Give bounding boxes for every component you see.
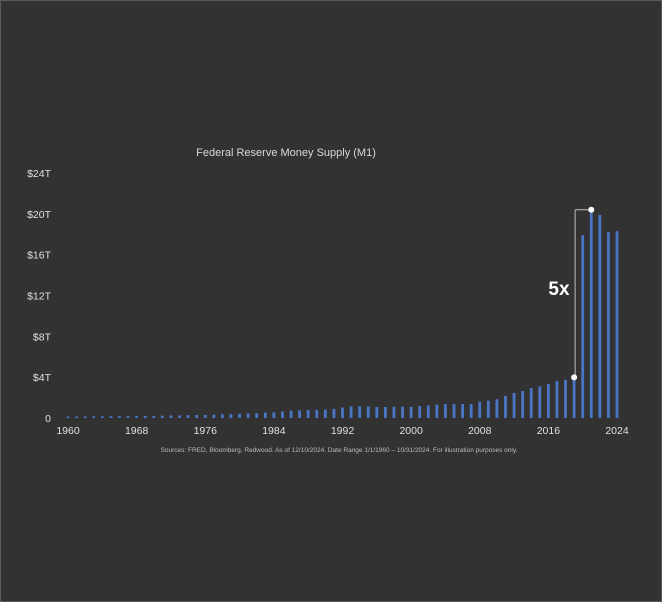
bar <box>100 416 104 418</box>
source-note: Sources: FRED, Bloomberg, Redwood. As of… <box>161 447 518 454</box>
annotation: 5x <box>548 206 595 381</box>
x-tick-label: 2016 <box>537 425 561 437</box>
bar <box>358 406 362 418</box>
bar <box>332 408 336 418</box>
bar <box>444 404 447 418</box>
x-tick-label: 1984 <box>262 425 286 437</box>
bar <box>546 383 550 418</box>
bar <box>75 416 78 418</box>
bar <box>538 386 542 418</box>
y-tick-label: $24T <box>27 168 52 180</box>
bar <box>564 379 567 418</box>
bar <box>615 231 619 418</box>
bar <box>186 415 190 418</box>
bar <box>306 409 310 418</box>
bar <box>341 407 344 418</box>
bar <box>581 235 585 418</box>
bar <box>401 406 404 418</box>
bar <box>255 413 259 418</box>
bar <box>109 416 113 418</box>
bar <box>504 395 507 418</box>
y-tick-label: $4T <box>33 372 52 384</box>
bar <box>392 406 396 418</box>
bar <box>598 214 602 418</box>
y-tick-label: $16T <box>27 250 52 262</box>
bar <box>143 415 147 418</box>
bar <box>83 416 87 418</box>
bar <box>195 415 199 418</box>
chart-title: Federal Reserve Money Supply (M1) <box>196 147 376 159</box>
bar <box>323 409 327 418</box>
bar <box>418 405 422 418</box>
bar <box>118 416 121 418</box>
y-axis: 0 $4T $8T $12T $16T $20T $24T <box>27 168 52 425</box>
bar <box>229 414 233 418</box>
bar <box>349 406 353 418</box>
y-tick-label: $20T <box>27 209 52 221</box>
bar <box>383 406 387 418</box>
bar <box>469 404 473 418</box>
bar <box>246 413 250 418</box>
bar <box>366 406 370 418</box>
annotation-label: 5x <box>548 279 570 300</box>
bar <box>178 415 181 418</box>
bar <box>426 405 430 418</box>
bar <box>478 401 482 418</box>
bar <box>160 415 164 418</box>
bar <box>238 413 241 418</box>
bar <box>298 410 302 418</box>
bar <box>512 392 516 418</box>
bar <box>607 232 610 418</box>
bar <box>529 388 533 418</box>
bars <box>66 209 619 418</box>
bar <box>452 404 456 418</box>
bar <box>375 406 379 418</box>
x-axis: 1960 1968 1976 1984 1992 2000 2008 2016 2024 <box>56 425 629 437</box>
bar <box>66 416 70 418</box>
bar <box>521 391 525 418</box>
bar <box>315 409 319 418</box>
x-tick-label: 1992 <box>331 425 355 437</box>
bar <box>486 400 490 418</box>
bar <box>572 377 576 418</box>
bar <box>435 404 439 418</box>
bar <box>589 209 593 418</box>
x-tick-label: 2024 <box>605 425 629 437</box>
y-tick-label: $8T <box>33 331 52 343</box>
bar <box>169 415 173 418</box>
bar <box>203 414 207 418</box>
x-tick-label: 1960 <box>56 425 80 437</box>
x-tick-label: 2000 <box>399 425 423 437</box>
y-tick-label: 0 <box>45 413 51 425</box>
bar <box>152 415 156 418</box>
bar <box>495 399 499 418</box>
bar <box>126 416 130 418</box>
bar <box>555 381 559 418</box>
bar <box>289 410 293 418</box>
y-tick-label: $12T <box>27 291 52 303</box>
bar <box>263 412 267 418</box>
annotation-start-point <box>571 374 578 381</box>
bar <box>272 412 276 418</box>
x-tick-label: 1968 <box>125 425 149 437</box>
bar <box>281 411 284 418</box>
bar <box>409 406 413 418</box>
bar <box>220 414 224 418</box>
x-tick-label: 1976 <box>194 425 218 437</box>
bar <box>92 416 96 418</box>
bar <box>461 404 465 418</box>
annotation-end-point <box>588 206 595 213</box>
x-tick-label: 2008 <box>468 425 492 437</box>
bar <box>212 414 216 418</box>
bar <box>135 416 139 418</box>
